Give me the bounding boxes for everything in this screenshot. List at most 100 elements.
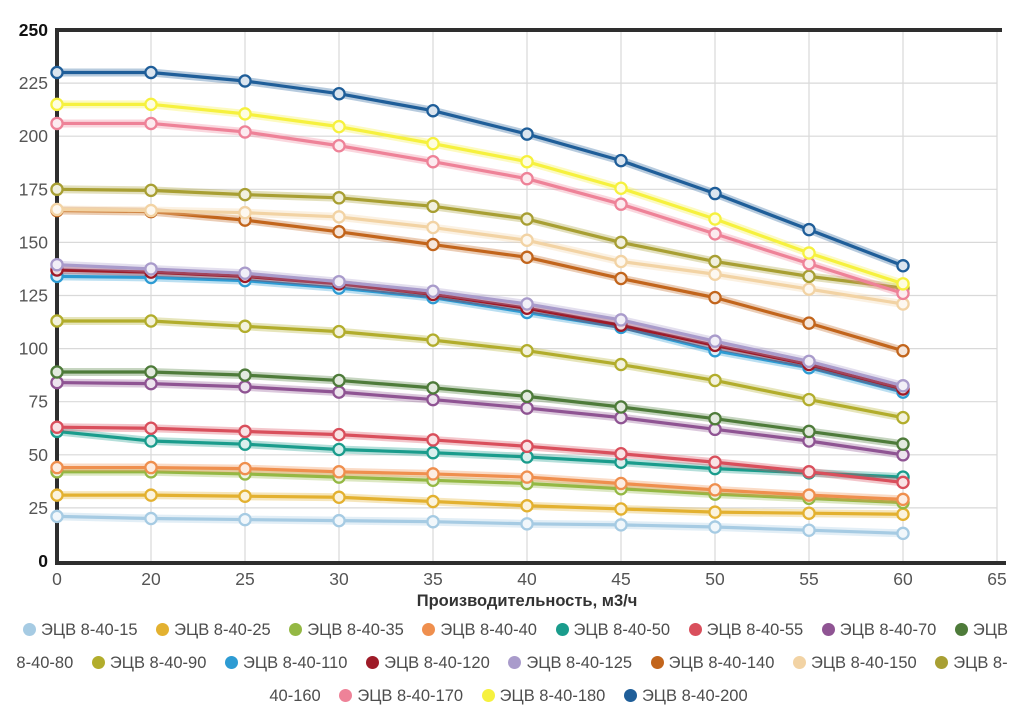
series-line	[50, 257, 910, 393]
legend-series-label: ЭЦВ 8-40-90	[109, 654, 207, 672]
chart-legend: ЭЦВ 8-40-15 ЭЦВ 8-40-25 ЭЦВ 8-40-35 ЭЦВ …	[0, 612, 1024, 713]
data-point-marker	[802, 506, 816, 520]
legend-series-label: ЭЦВ 8-40-55	[706, 621, 804, 639]
series-line	[50, 203, 910, 358]
data-point-marker	[144, 65, 158, 80]
legend-series-label: ЭЦВ 8-40-80	[16, 621, 1008, 672]
legend-series-dot-icon	[481, 689, 495, 702]
data-point-marker	[426, 237, 440, 252]
data-point-marker	[238, 125, 252, 139]
legend-series-label: ЭЦВ 8-40-150	[810, 654, 917, 672]
y-tick-label: 125	[19, 286, 48, 306]
data-point-marker	[238, 368, 252, 382]
legend-series-dot-icon	[422, 623, 436, 636]
legend-item[interactable]: ЭЦВ 8-40-25	[156, 621, 271, 639]
data-point-marker	[426, 433, 440, 447]
legend-item[interactable]: ЭЦВ 8-40-55	[688, 621, 804, 639]
data-point-marker	[520, 154, 534, 169]
data-point-marker	[896, 379, 910, 393]
data-point-marker	[802, 316, 816, 330]
data-point-marker	[50, 97, 64, 112]
legend-series-label: ЭЦВ 8-40-120	[384, 654, 490, 672]
data-point-marker	[332, 385, 346, 399]
chart-canvas: 0 25 50 75 100 125 150 175 200 225 250 0 20 25 30 35 40 4…	[19, 20, 1007, 610]
data-point-marker	[426, 467, 440, 481]
legend-item[interactable]: ЭЦВ 8-40-70	[821, 621, 937, 639]
data-point-marker	[614, 235, 628, 250]
data-point-marker	[896, 526, 910, 541]
data-point-marker	[520, 517, 534, 531]
legend-item[interactable]: ЭЦВ 8-40-150	[792, 654, 917, 672]
data-point-marker	[238, 512, 252, 527]
x-tick-label: 45	[611, 569, 630, 589]
data-point-marker	[426, 333, 440, 347]
data-point-marker	[614, 313, 628, 327]
data-point-marker	[426, 514, 440, 529]
data-point-marker	[614, 254, 628, 269]
legend-item[interactable]: ЭЦВ 8-40-170	[339, 687, 463, 705]
legend-series-dot-icon	[623, 689, 637, 702]
data-point-marker	[426, 392, 440, 407]
series-line	[50, 65, 910, 273]
legend-item[interactable]: ЭЦВ 8-40-120	[366, 654, 490, 672]
legend-series-dot-icon	[289, 623, 303, 636]
legend-item[interactable]: ЭЦВ 8-40-90	[91, 654, 207, 672]
data-point-marker	[332, 465, 346, 479]
legend-series-dot-icon	[508, 656, 522, 669]
data-point-marker	[238, 424, 252, 439]
legend-item[interactable]: ЭЦВ 8-40-160	[269, 654, 1007, 705]
data-point-marker	[332, 427, 346, 442]
data-point-marker	[144, 203, 158, 218]
series-line	[50, 202, 910, 311]
data-point-marker	[520, 343, 534, 358]
data-point-marker	[802, 282, 816, 296]
data-point-marker	[426, 199, 440, 214]
legend-series-dot-icon	[935, 656, 949, 669]
data-point-marker	[614, 181, 628, 195]
data-point-marker	[708, 334, 722, 348]
legend-series-label: ЭЦВ 8-40-180	[499, 687, 606, 705]
y-tick-label: 100	[19, 339, 48, 359]
data-point-marker	[802, 354, 816, 369]
data-point-marker	[708, 455, 722, 469]
data-point-marker	[332, 513, 346, 528]
x-tick-label: 40	[517, 569, 537, 589]
data-point-marker	[332, 373, 346, 388]
legend-series-dot-icon	[954, 623, 968, 636]
x-tick-label: 35	[423, 569, 442, 589]
data-point-marker	[50, 488, 64, 502]
y-tick-label: 25	[29, 498, 48, 518]
legend-series-dot-icon	[366, 656, 380, 669]
legend-item[interactable]: ЭЦВ 8-40-180	[481, 687, 606, 705]
data-point-marker	[614, 153, 628, 168]
data-point-marker	[708, 411, 722, 426]
legend-item[interactable]: ЭЦВ 8-40-40	[422, 621, 537, 639]
data-point-marker	[332, 210, 346, 224]
data-point-marker	[332, 139, 346, 153]
data-point-marker	[144, 314, 158, 328]
data-point-marker	[708, 186, 722, 201]
legend-series-label: ЭЦВ 8-40-25	[174, 621, 271, 639]
data-point-marker	[708, 290, 722, 305]
data-point-marker	[708, 254, 722, 269]
legend-item[interactable]: ЭЦВ 8-40-125	[508, 654, 632, 672]
data-point-marker	[520, 233, 534, 248]
data-point-marker	[426, 381, 440, 395]
legend-series-dot-icon	[225, 656, 238, 669]
x-tick-label: 50	[705, 569, 725, 589]
data-point-marker	[614, 502, 628, 516]
legend-item[interactable]: ЭЦВ 8-40-80	[16, 621, 1008, 672]
legend-item[interactable]: ЭЦВ 8-40-200	[623, 687, 748, 705]
legend-series-dot-icon	[821, 623, 835, 636]
legend-item[interactable]: ЭЦВ 8-40-50	[555, 621, 670, 639]
legend-item[interactable]: ЭЦВ 8-40-140	[650, 654, 774, 672]
x-tick-label: 30	[329, 569, 349, 589]
legend-item[interactable]: ЭЦВ 8-40-35	[289, 621, 404, 639]
data-point-marker	[614, 476, 628, 491]
legend-series-label: ЭЦВ 8-40-70	[839, 621, 937, 639]
legend-item[interactable]: ЭЦВ 8-40-15	[23, 621, 138, 639]
legend-item[interactable]: ЭЦВ 8-40-110	[225, 654, 347, 672]
data-point-marker	[426, 220, 440, 235]
data-point-marker	[50, 202, 64, 217]
data-point-marker	[50, 420, 64, 434]
